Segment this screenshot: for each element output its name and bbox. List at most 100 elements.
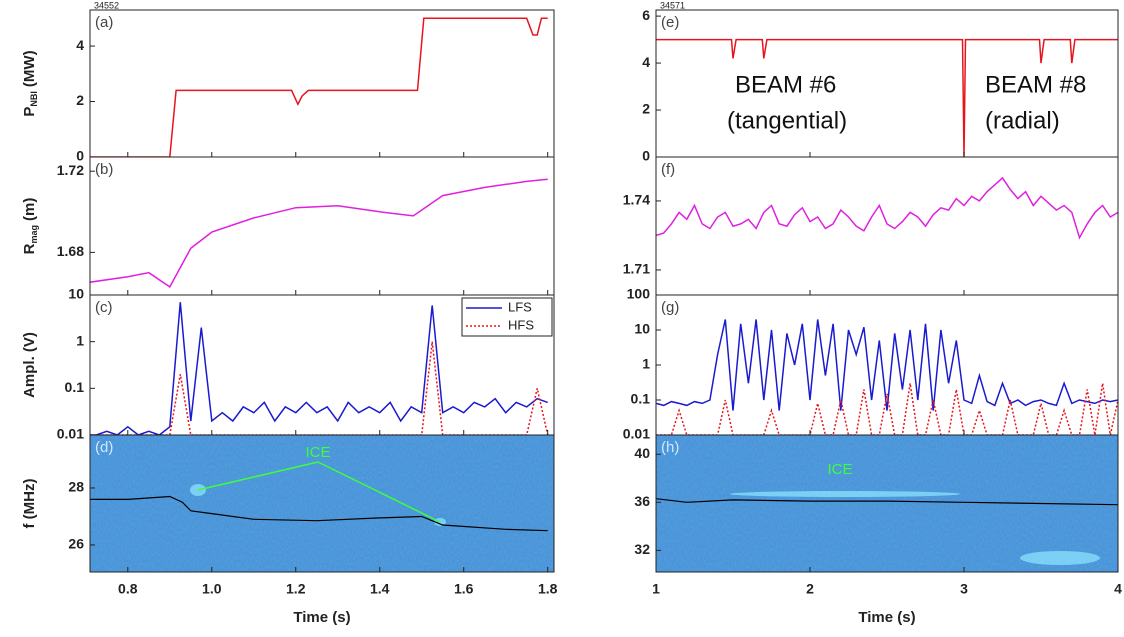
x-tick-label: 1.8 <box>538 581 558 597</box>
y-tick-label: 40 <box>634 445 650 461</box>
y-tick-label: 1.71 <box>623 261 650 277</box>
y-tick-label: 36 <box>634 493 650 509</box>
plot-area <box>656 435 1118 572</box>
y-tick-label: 6 <box>642 7 650 23</box>
y-tick-label: 10 <box>68 286 84 302</box>
panel-label: (e) <box>661 14 679 31</box>
legend-label: HFS <box>508 317 534 332</box>
x-tick-label: 1.2 <box>286 581 306 597</box>
y-tick-label: 28 <box>68 479 84 495</box>
panel-label: (d) <box>95 439 113 456</box>
plot-area <box>656 38 1118 157</box>
y-label-main: Ampl. (V) <box>21 332 38 398</box>
plot-area <box>90 178 548 288</box>
y-tick-label: 0.1 <box>65 379 85 395</box>
series-line <box>656 383 1118 435</box>
y-label-sub: mag <box>29 225 39 244</box>
series-line <box>90 341 549 435</box>
panel: 0.01 0.1 1 10 (c) Ampl. (V) LFS HFS <box>21 286 555 442</box>
panel-label: (f) <box>661 161 675 178</box>
y-tick-label: 1 <box>76 332 84 348</box>
panel: 32 36 40 1 2 3 4 (h) Time (s) ICE <box>634 434 1122 626</box>
panel: 26 28 0.8 1.0 1.2 1.4 1.6 1.8 (d) f (MHz) Time (s)… <box>21 434 558 626</box>
panel-label: (b) <box>95 161 113 178</box>
y-tick-label: 0.01 <box>623 426 650 442</box>
y-tick-label: 0 <box>76 148 84 164</box>
panel: 0 2 4 (a) 34552 PNBI (MW) <box>21 0 555 164</box>
plot-area <box>90 435 554 572</box>
legend-label: LFS <box>508 299 532 314</box>
plot-area <box>656 176 1118 240</box>
panel-label: (g) <box>661 299 679 316</box>
y-tick-label: 10 <box>634 321 650 337</box>
y-axis-label: f (MHz) <box>21 479 38 529</box>
x-tick-label: 1.6 <box>454 581 474 597</box>
series-line <box>656 176 1118 240</box>
y-axis-label: Ampl. (V) <box>21 332 38 398</box>
annotation: (tangential) <box>727 107 847 134</box>
series-line <box>90 302 548 435</box>
y-tick-label: 0.01 <box>57 426 84 442</box>
panel-frame <box>655 434 1119 573</box>
annotation-arrow <box>317 461 441 523</box>
x-tick-label: 4 <box>1114 581 1122 597</box>
panel-frame <box>89 156 555 296</box>
y-label-main: f (MHz) <box>21 479 38 529</box>
y-tick-label: 32 <box>634 541 650 557</box>
series-line <box>656 319 1118 411</box>
x-axis-label: Time (s) <box>293 609 350 626</box>
series-line <box>90 17 548 157</box>
series-line <box>656 38 1118 157</box>
spectrogram-noise <box>90 435 554 572</box>
panel-label: (a) <box>95 14 113 31</box>
annotation: ICE <box>305 444 330 461</box>
series-line <box>656 498 1118 506</box>
y-label-main: R <box>21 243 38 254</box>
annotation: ICE <box>827 461 852 478</box>
y-tick-label: 0 <box>642 148 650 164</box>
x-tick-label: 0.8 <box>118 581 138 597</box>
y-label-unit: (m) <box>21 198 38 221</box>
panel: 1.71 1.74 (f) <box>623 156 1119 296</box>
y-tick-label: 1.72 <box>57 162 84 178</box>
y-axis-label: Rmag (m) <box>21 198 39 255</box>
y-tick-label: 2 <box>642 101 650 117</box>
panel-label: (c) <box>95 299 113 316</box>
y-tick-label: 4 <box>642 54 650 70</box>
y-label-main: P <box>21 107 38 117</box>
y-tick-label: 1 <box>642 356 650 372</box>
panel-frame <box>89 434 555 573</box>
y-label-unit: (MW) <box>21 50 38 87</box>
x-tick-label: 1.0 <box>202 581 222 597</box>
plot-area <box>656 319 1118 435</box>
x-axis-label: Time (s) <box>858 609 915 626</box>
x-tick-label: 3 <box>960 581 968 597</box>
shot-number: 34552 <box>94 0 119 10</box>
y-tick-label: 4 <box>76 37 84 53</box>
y-tick-label: 100 <box>627 286 651 302</box>
annotation-arrow <box>197 461 319 491</box>
panel-frame <box>89 9 555 158</box>
series-line <box>90 178 548 288</box>
annotation: BEAM #6 <box>735 71 836 98</box>
panel-frame <box>655 156 1119 296</box>
shot-number: 34571 <box>660 0 685 10</box>
plot-area <box>90 302 549 435</box>
x-tick-label: 1.4 <box>370 581 390 597</box>
panel: 1.68 1.72 (b) Rmag (m) <box>21 156 555 296</box>
y-tick-label: 26 <box>68 536 84 552</box>
y-tick-label: 1.68 <box>57 243 84 259</box>
annotation: (radial) <box>985 107 1060 134</box>
plot-area <box>90 17 548 157</box>
y-tick-label: 0.1 <box>631 391 651 407</box>
y-tick-label: 2 <box>76 92 84 108</box>
spectrogram-feature <box>1020 551 1100 565</box>
panel-label: (h) <box>661 439 679 456</box>
annotation: BEAM #8 <box>985 71 1086 98</box>
panel-frame <box>655 294 1119 436</box>
x-tick-label: 2 <box>806 581 814 597</box>
legend-box <box>461 297 553 337</box>
series-line <box>90 495 548 532</box>
y-axis-label: PNBI (MW) <box>21 50 39 116</box>
